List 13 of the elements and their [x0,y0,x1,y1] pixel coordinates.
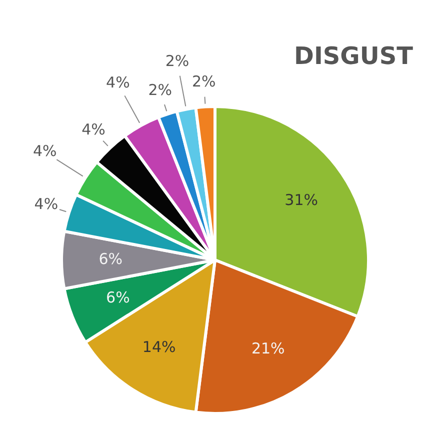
data-label: 4% [34,195,58,214]
data-label: 4% [32,142,57,160]
data-label: 2% [192,72,216,91]
data-label: 4% [106,73,130,92]
data-label: 14% [142,338,176,356]
data-label: 6% [98,250,123,268]
data-label: 6% [106,288,130,306]
data-label: 2% [165,52,190,70]
data-label: 31% [284,191,318,210]
data-label: 4% [82,120,106,138]
chart-title: DISGUST [294,42,414,70]
data-label: 2% [148,81,172,100]
data-label: 21% [251,340,285,358]
